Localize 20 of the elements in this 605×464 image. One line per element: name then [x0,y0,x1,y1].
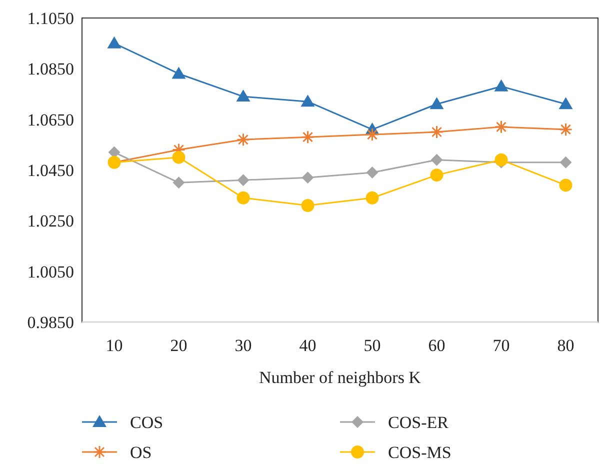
x-tick-label: 80 [557,336,574,355]
x-tick-label: 30 [234,336,252,355]
x-tick-label: 40 [299,336,316,355]
x-tick-label: 60 [428,336,446,355]
y-tick-label: 1.0250 [27,212,74,231]
y-tick-label: 1.0450 [27,160,74,180]
x-tick-label: 70 [492,336,510,355]
y-tick-label: 1.0650 [27,110,74,130]
x-axis-title: Number of neighbors K [259,368,422,387]
legend-label: OS [130,442,152,462]
x-tick-label: 50 [364,336,381,355]
y-tick-label: 1.0850 [27,60,74,79]
y-tick-label: 1.0050 [27,262,74,282]
y-tick-label: 0.9850 [27,312,74,332]
x-tick-label: 10 [106,336,123,355]
legend-label: COS [130,412,164,432]
legend-label: COS-MS [388,442,452,462]
legend-label: COS-ER [388,412,450,432]
x-tick-label: 20 [170,336,188,355]
y-tick-label: 1.1050 [27,8,74,28]
